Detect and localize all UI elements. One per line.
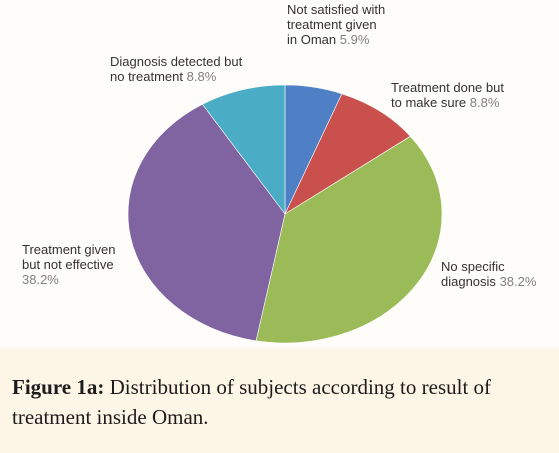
value-label: 38.2% bbox=[499, 274, 537, 289]
category-label: Treatment done but to make sure bbox=[391, 80, 504, 110]
caption: Figure 1a: Distribution of subjects acco… bbox=[12, 372, 552, 432]
slice-label: Not satisfied with treatment given in Om… bbox=[287, 2, 387, 47]
pie-slice bbox=[255, 135, 443, 344]
value-label: 8.8% bbox=[186, 69, 217, 84]
slice-label: Diagnosis detected but no treatment 8.8% bbox=[110, 54, 250, 84]
slice-label: No specific diagnosis 38.2% bbox=[441, 259, 541, 289]
value-label: 5.9% bbox=[339, 32, 370, 47]
category-label: Treatment given but not effective bbox=[22, 242, 116, 272]
pie-slice bbox=[202, 84, 286, 215]
slice-label: Treatment given but not effective 38.2% bbox=[22, 242, 132, 287]
pie-slice bbox=[127, 103, 286, 342]
slice-label: Treatment done but to make sure 8.8% bbox=[391, 80, 509, 110]
pie-slice bbox=[284, 93, 411, 215]
category-label: No specific diagnosis bbox=[441, 259, 505, 289]
category-label: Diagnosis detected but no treatment bbox=[110, 54, 243, 84]
figure-label: Figure 1a: bbox=[12, 375, 105, 399]
value-label: 8.8% bbox=[469, 95, 500, 110]
category-label: Not satisfied with treatment given in Om… bbox=[287, 2, 386, 47]
caption-text: Distribution of subjects according to re… bbox=[12, 375, 492, 429]
chart bbox=[127, 84, 443, 344]
value-label: 38.2% bbox=[22, 272, 59, 287]
